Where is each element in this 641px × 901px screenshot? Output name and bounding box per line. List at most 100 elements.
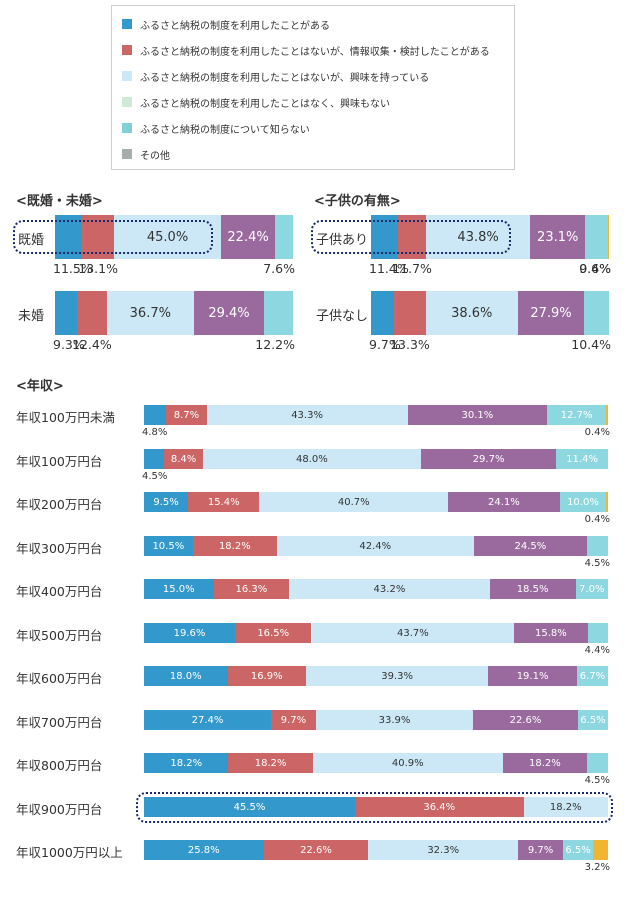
bar-value-label: 36.4% (423, 801, 456, 813)
legend-item: ふるさと納税の制度について知らない (122, 121, 310, 136)
bar-segment-used (144, 405, 167, 425)
bar-segment-not-interested: 27.9% (517, 291, 585, 335)
bar-value-label: 18.2% (529, 757, 561, 769)
bar-value-label: 25.8% (187, 844, 220, 856)
bar-segment-unaware: 12.7% (547, 405, 607, 425)
bar-segment-used: 18.0% (144, 666, 228, 686)
bar-value-label: 24.5% (514, 540, 547, 552)
legend-swatch (122, 123, 132, 133)
bar-segment-interested: 43.3% (206, 405, 408, 425)
bar-segment-unaware: 6.7% (576, 666, 608, 686)
bar-segment-interested: 40.7% (259, 492, 449, 512)
bar-value-label: 6.5% (565, 844, 591, 856)
bar-value-label-outside: 3.2% (584, 862, 610, 873)
bar-segment-researched: 15.4% (188, 492, 260, 512)
bar-value-label: 16.5% (257, 627, 290, 639)
bar-segment-unaware: 7.0% (575, 579, 608, 599)
bar-segment-researched (398, 215, 426, 259)
bar-value-label: 9.7% (280, 714, 307, 726)
bar-value-label: 29.7% (472, 453, 505, 465)
bar-segment-interested: 40.9% (312, 753, 503, 773)
bar-value-label-outside: 11.5% (53, 261, 93, 276)
bar-value-label: 6.5% (580, 714, 606, 726)
bar-value-label: 30.1% (461, 409, 494, 421)
bar-value-label: 42.4% (359, 540, 392, 552)
highlight-outline (311, 220, 511, 254)
bar-segment-interested: 43.7% (311, 623, 515, 643)
bar-segment-interested: 48.0% (202, 449, 422, 469)
bar-segment-unaware (587, 536, 608, 556)
bar-segment-used: 15.0% (144, 579, 214, 599)
bar-value-label: 6.7% (579, 670, 606, 682)
legend-label: ふるさと納税の制度を利用したことはなく、興味もない (140, 98, 390, 110)
legend-swatch (122, 97, 132, 107)
row-label: 年収300万円台 (16, 541, 103, 556)
row-label: 年収900万円台 (16, 802, 103, 817)
legend-item: ふるさと納税の制度を利用したことはなく、興味もない (122, 95, 390, 110)
bar-segment-interested: 39.3% (305, 666, 489, 686)
bar-segment-other (606, 492, 608, 512)
bar-segment-researched: 8.4% (164, 449, 203, 469)
bar-value-label: 18.2% (549, 801, 582, 813)
bar-segment-unaware (587, 753, 608, 773)
legend-item: ふるさと納税の制度を利用したことがある (122, 17, 330, 32)
bar-value-label-outside: 4.5% (142, 471, 168, 482)
bar-value-label: 22.4% (227, 229, 269, 245)
row-label: 年収400万円台 (16, 584, 103, 599)
bar-value-label: 11.4% (566, 453, 598, 465)
legend-swatch (122, 71, 132, 81)
bar-segment-used: 45.5% (144, 797, 355, 817)
bar-value-label-outside: 9.3% (53, 337, 85, 352)
bar-segment-used (371, 215, 399, 259)
bar-value-label: 10.5% (152, 540, 185, 552)
bar-value-label-outside: 7.6% (263, 261, 295, 276)
bar-segment-researched: 16.5% (234, 623, 312, 643)
bar-segment-researched: 9.7% (271, 710, 316, 730)
bar-value-label: 19.6% (173, 627, 206, 639)
bar-value-label: 9.7% (527, 844, 554, 856)
bar-segment-used (371, 291, 395, 335)
bar-value-label-outside: 0.4% (579, 261, 611, 276)
bar-value-label: 16.3% (235, 583, 268, 595)
row-label: 年収100万円未満 (16, 410, 115, 425)
row-label: 既婚 (18, 233, 45, 248)
bar-segment-unaware: 11.4% (556, 449, 608, 469)
bar-segment-other (608, 215, 609, 259)
bar-segment-researched (82, 215, 114, 259)
marital-section-title: <既婚・未婚> (16, 194, 103, 209)
bar-segment-not-interested: 29.7% (421, 449, 557, 469)
bar-segment-not-interested: 24.5% (473, 536, 588, 556)
bar-segment-used (144, 449, 165, 469)
bar-value-label-outside: 4.5% (584, 558, 610, 569)
bar-value-label: 38.6% (451, 305, 493, 321)
bar-value-label: 12.7% (560, 409, 593, 421)
bar-value-label: 18.5% (516, 583, 549, 595)
bar-value-label-outside: 4.4% (584, 645, 610, 656)
bar-value-label-outside: 11.4% (369, 261, 409, 276)
bar-segment-not-interested: 24.1% (448, 492, 560, 512)
bar-value-label: 43.2% (373, 583, 406, 595)
bar-value-label: 33.9% (378, 714, 411, 726)
highlight-outline (136, 792, 613, 823)
bar-segment-not-interested: 23.1% (530, 215, 586, 259)
bar-value-label: 9.5% (153, 496, 179, 508)
legend: ふるさと納税の制度を利用したことがあるふるさと納税の制度を利用したことはないが、… (111, 5, 515, 170)
bar-value-label: 43.8% (457, 229, 499, 245)
bar-segment-used: 25.8% (144, 840, 264, 860)
bar-segment-unaware: 6.5% (563, 840, 594, 860)
bar-value-label: 36.7% (129, 305, 171, 321)
row-label: 年収800万円台 (16, 758, 103, 773)
bar-segment-not-interested: 30.1% (407, 405, 548, 425)
bar-value-label: 40.9% (391, 757, 424, 769)
bar-segment-not-interested: 19.1% (488, 666, 577, 686)
bar-value-label: 39.3% (381, 670, 413, 682)
bar-segment-not-interested: 22.6% (473, 710, 578, 730)
legend-item: その他 (122, 147, 170, 162)
bar-segment-interested: 32.3% (368, 840, 519, 860)
bar-value-label-outside: 4.8% (142, 427, 168, 438)
bar-segment-researched: 22.6% (263, 840, 369, 860)
bar-segment-used: 9.5% (144, 492, 189, 512)
legend-label: ふるさと納税の制度を利用したことはないが、興味を持っている (140, 72, 430, 84)
bar-segment-other (593, 840, 608, 860)
bar-segment-used (55, 215, 83, 259)
